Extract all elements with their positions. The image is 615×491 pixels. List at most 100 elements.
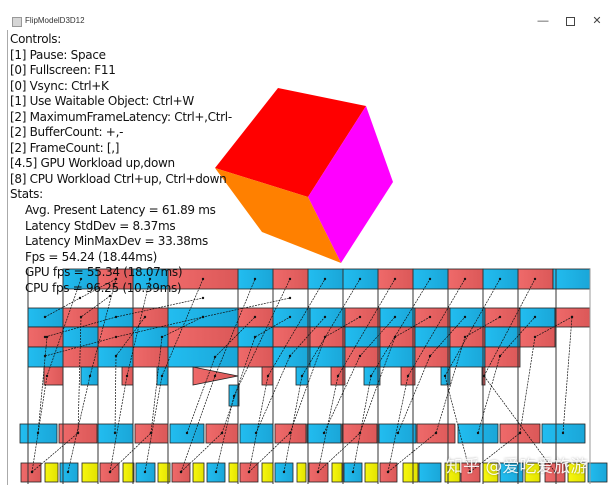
frame-link-dot [406,374,410,378]
frame-link-dot [351,470,355,474]
frame-block-yellow [296,462,307,483]
frame-link-dot [253,335,257,339]
frame-block-yellow [44,462,59,483]
frame-link-dot [498,277,502,281]
frame-link-dot [213,374,217,378]
frame-link-dot [43,315,47,319]
frame-link-line [31,432,79,473]
close-button[interactable]: ✕ [587,12,607,30]
frame-link-dot [125,374,129,378]
frame-link-dot [561,431,565,435]
frame-link-line [37,336,48,434]
timeline-frame-links [30,277,574,474]
maximize-button[interactable] [560,12,580,30]
frame-link-line [186,316,256,434]
frame-link-dot [323,277,327,281]
frame-link-dot [386,470,390,474]
cube-face-top [215,88,366,197]
overlay-text: Controls: [1] Pause: Space [0] Fullscree… [10,32,232,296]
frame-link-dot [468,470,472,474]
frame-block-yellow [567,462,586,483]
stat-cpu-fps: CPU fps = 96.25 (10.39ms) [25,280,182,295]
frame-link-dot [323,335,327,339]
frame-link-dot [323,315,327,319]
frame-link-dot [30,470,34,474]
frame-link-dot [220,431,224,435]
frame-link-dot [148,277,152,281]
frame-link-dot [114,277,118,281]
minimize-button[interactable]: — [533,12,553,30]
frame-link-dot [316,470,320,474]
frame-block-red [414,346,451,368]
timeline-grid-lines [27,269,591,484]
frame-block-yellow [122,462,135,483]
frame-block-blue [587,462,608,483]
frame-timeline [19,268,608,483]
frame-link-dot [185,431,189,435]
frame-link-dot [463,315,467,319]
frame-link-dot [553,470,557,474]
frame-link-line [477,316,536,434]
frame-block-blue [552,268,591,290]
frame-link-line [562,316,573,434]
frame-link-dot [114,335,118,339]
control-waitable-object: [1] Use Waitable Object: Ctrl+W [10,94,194,109]
stats-heading: Stats: [10,187,43,202]
frame-link-dot [288,431,292,435]
frame-link-line [483,278,556,473]
frame-block-blue [499,462,524,483]
control-fullscreen: [0] Fullscreen: F11 [10,63,116,78]
frame-link-dot [143,315,147,319]
frame-block-blue [418,462,442,483]
frame-link-dot [143,470,147,474]
frame-link-dot [428,315,432,319]
cube-face-left [215,168,341,263]
frame-block-red [272,326,311,348]
frame-link-dot [570,315,574,319]
control-frame-count: [2] FrameCount: [,] [10,140,120,155]
frame-block-yellow [81,462,99,483]
frame-link-dot [393,277,397,281]
watermark-text: 知乎 @爱吃爱旅游 [446,457,588,477]
frame-block-red [309,326,346,348]
frame-link-dot [463,335,467,339]
frame-link-dot [443,374,447,378]
title-bar[interactable]: FlipModelD3D12 — ✕ [0,0,615,32]
frame-link-line [180,278,256,473]
window-left-border [7,30,8,485]
frame-link-dot [288,296,292,300]
frame-link-dot [369,374,373,378]
frame-block-blue [449,346,486,368]
frame-link-dot [113,431,117,435]
frame-block-blue [379,307,416,328]
app-window-icon [12,17,22,27]
frame-block-red [379,326,416,348]
frame-link-dot [214,470,218,474]
maximize-icon [565,16,575,26]
frame-link-dot [266,374,270,378]
frame-link-dot [358,431,362,435]
frame-link-dot [43,354,47,358]
frame-link-dot [300,374,304,378]
frame-block-blue [414,326,451,348]
stat-avg-present-latency: Avg. Present Latency = 61.89 ms [25,203,216,218]
frame-link-line [67,278,117,473]
frame-link-dot [88,374,92,378]
frame-link-dot [358,277,362,281]
cube-face-right [308,106,393,263]
frame-link-dot [160,335,164,339]
frame-link-dot [79,277,83,281]
frame-link-dot [482,374,486,378]
frame-link-dot [247,470,251,474]
stat-latency-stddev: Latency StdDev = 8.37ms [25,218,176,233]
frame-link-dot [434,431,438,435]
frame-block-red [484,346,521,368]
frame-block-blue [309,307,346,328]
frame-link-dot [253,315,257,319]
rotating-cube [215,88,393,263]
frame-link-dot [282,470,286,474]
frame-link-line [387,432,437,473]
frame-block-red [414,307,451,328]
frame-link-dot [108,470,112,474]
